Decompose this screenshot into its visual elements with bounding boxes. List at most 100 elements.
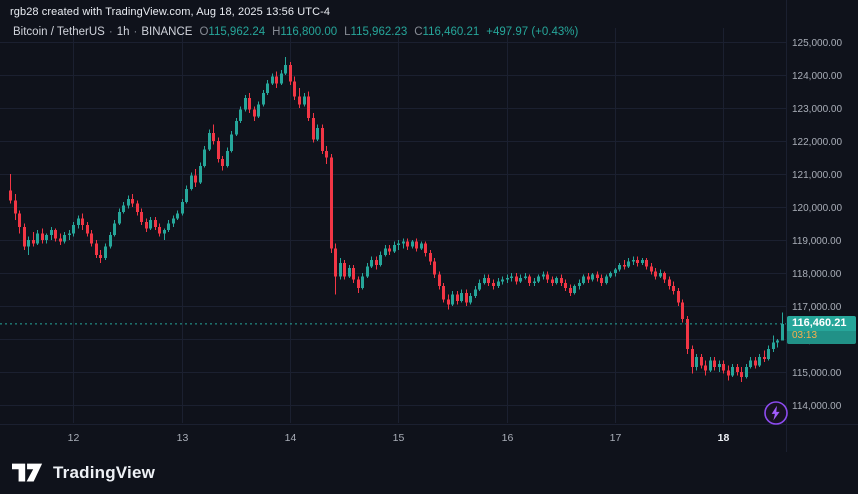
- candle-body-up: [573, 286, 576, 293]
- candle-body-down: [722, 363, 725, 371]
- time-tick-label: 17: [610, 432, 622, 444]
- candle-body-up: [239, 109, 242, 122]
- price-tick-label: 124,000.00: [792, 71, 842, 82]
- candle-body-down: [357, 279, 360, 288]
- attribution-text: rgb28 created with TradingView.com, Aug …: [10, 6, 331, 18]
- bar-close-countdown: 03:13: [787, 331, 856, 345]
- candle-body-down: [754, 360, 757, 366]
- candle-body-up: [767, 348, 770, 359]
- price-tick-label: 115,000.00: [792, 368, 842, 379]
- candle-body-up: [36, 233, 39, 244]
- candle-body-up: [402, 241, 405, 244]
- candle-body-down: [560, 277, 563, 283]
- candle-body-up: [614, 269, 617, 273]
- candle-body-down: [334, 248, 337, 277]
- candle-body-down: [212, 132, 215, 141]
- price-tick-label: 119,000.00: [792, 236, 842, 247]
- candle-body-down: [375, 259, 378, 265]
- candle-body-up: [244, 98, 247, 110]
- candlestick-chart-pane[interactable]: 114,000.00115,000.00116,000.00117,000.00…: [0, 0, 858, 452]
- candle-body-up: [478, 282, 481, 290]
- candle-body-down: [325, 150, 328, 158]
- candle-body-down: [650, 266, 653, 272]
- candle-body-down: [492, 282, 495, 287]
- candle-body-down: [551, 279, 554, 283]
- candle-body-up: [537, 276, 540, 282]
- candle-body-up: [109, 235, 112, 247]
- legend-separator: ·: [133, 26, 138, 38]
- price-scale[interactable]: [786, 0, 858, 424]
- candle-body-up: [149, 220, 152, 229]
- candle-body-down: [740, 372, 743, 377]
- footer: TradingView: [0, 452, 858, 494]
- candle-body-down: [307, 96, 310, 118]
- candle-body-down: [442, 286, 445, 300]
- candle-body-down: [90, 233, 93, 244]
- candle-body-up: [167, 223, 170, 231]
- candle-body-down: [623, 264, 626, 267]
- candle-body-down: [681, 302, 684, 320]
- price-tick-label: 121,000.00: [792, 170, 842, 181]
- candle-body-up: [758, 357, 761, 366]
- candle-body-down: [86, 225, 89, 234]
- candle-body-down: [546, 274, 549, 280]
- candle-body-up: [745, 367, 748, 377]
- candle-body-down: [406, 241, 409, 247]
- candle-body-up: [72, 225, 75, 234]
- ohlc-open: O115,962.24: [199, 26, 266, 38]
- candle-body-up: [524, 276, 527, 278]
- candle-body-down: [248, 98, 251, 110]
- candle-body-up: [591, 274, 594, 280]
- candle-body-down: [668, 279, 671, 287]
- candle-body-down: [487, 277, 490, 283]
- time-tick-label: 18: [718, 432, 730, 444]
- candle-body-down: [154, 220, 157, 227]
- candle-body-up: [451, 294, 454, 305]
- candle-body-up: [709, 360, 712, 371]
- candle-body-down: [424, 243, 427, 254]
- candle-body-down: [663, 273, 666, 280]
- candle-body-down: [217, 141, 220, 160]
- candle-body-up: [519, 277, 522, 282]
- candle-body-down: [18, 213, 21, 227]
- last-price-label: 116,460.21 03:13: [787, 316, 856, 345]
- candle-body-up: [582, 276, 585, 283]
- candle-body-up: [397, 243, 400, 245]
- candle-body-up: [641, 259, 644, 264]
- candle-body-up: [50, 230, 53, 236]
- last-price-value: 116,460.21: [792, 317, 847, 330]
- time-tick-label: 14: [285, 432, 297, 444]
- symbol-title[interactable]: Bitcoin / TetherUS · 1h · BINANCE: [13, 26, 192, 38]
- candle-body-down: [456, 294, 459, 302]
- candle-body-up: [266, 83, 269, 94]
- candle-body-down: [429, 253, 432, 262]
- candle-body-up: [578, 282, 581, 287]
- candle-body-down: [54, 230, 57, 239]
- brand-wordmark: TradingView: [53, 463, 156, 482]
- candle-body-down: [564, 282, 567, 288]
- tradingview-logo[interactable]: TradingView: [12, 463, 155, 483]
- candle-body-up: [118, 211, 121, 224]
- candle-body-up: [284, 65, 287, 74]
- candle-body-up: [510, 276, 513, 278]
- candle-body-up: [235, 121, 238, 135]
- candle-body-down: [59, 238, 62, 242]
- candle-body-up: [122, 205, 125, 212]
- candle-body-up: [533, 281, 536, 283]
- candle-body-down: [312, 117, 315, 140]
- candle-body-up: [366, 266, 369, 277]
- candle-body-up: [772, 342, 775, 349]
- candle-body-down: [677, 291, 680, 303]
- candle-body-down: [515, 276, 518, 282]
- candle-body-up: [384, 248, 387, 255]
- time-scale[interactable]: [0, 424, 858, 452]
- candle-body-up: [77, 218, 80, 226]
- candle-body-up: [316, 127, 319, 140]
- candle-body-up: [605, 276, 608, 283]
- candle-body-up: [627, 261, 630, 267]
- chart-legend: Bitcoin / TetherUS · 1h · BINANCE O115,962.24…: [13, 26, 578, 38]
- candle-body-down: [600, 277, 603, 283]
- price-change: +497.97 (+0.43%): [486, 26, 579, 38]
- flash-boost-button[interactable]: [763, 400, 789, 426]
- candle-body-up: [370, 259, 373, 267]
